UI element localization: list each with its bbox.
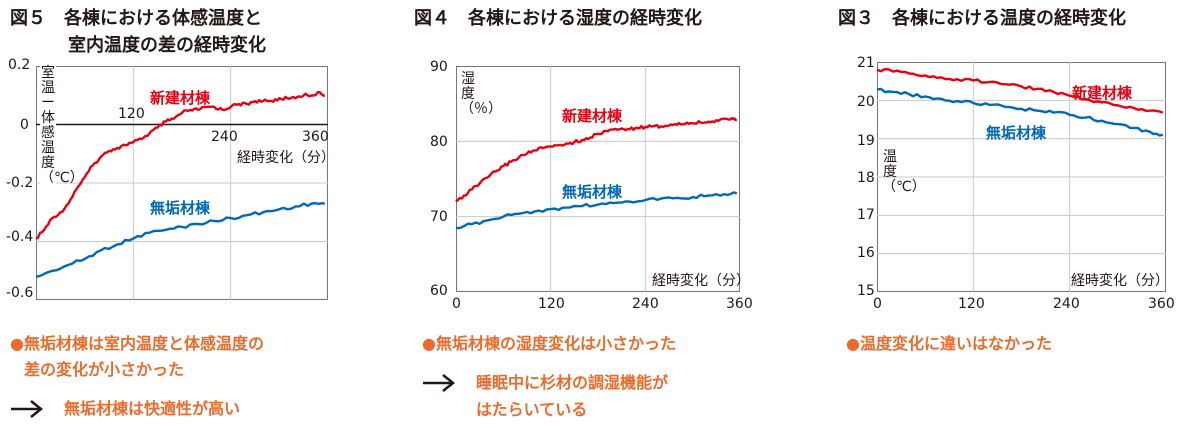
chart-4-x-axis-label: 経時変化（分） (652, 273, 750, 289)
chart-3-ytick-21: 21 (857, 55, 875, 71)
chart-4-note: ●無垢材棟の湿度変化は小さかった (422, 334, 676, 353)
chart-4-arrow-note-line2: はたらいている (476, 400, 588, 419)
chart-4-arrow-note-line1: 睡眠中に杉材の調湿機能が (476, 373, 669, 392)
chart-4-xtick-240: 240 (632, 296, 659, 312)
chart-4-series-label-solid: 無垢材棟 (562, 183, 623, 201)
chart-4-xtick-0: 0 (452, 296, 461, 312)
chart-5-ytick-2: -0.2 (6, 175, 34, 191)
chart-4-ytick-80: 80 (430, 134, 448, 150)
chart-3-xtick-360: 360 (1148, 296, 1175, 312)
chart-4-ytick-70: 70 (430, 209, 448, 225)
chart-5-series-label-new: 新建材棟 (150, 89, 211, 107)
chart-3-series-label-new: 新建材棟 (1072, 84, 1133, 102)
chart-5-series-new-material-line (35, 90, 326, 240)
chart-5-ytick-3: -0.4 (6, 229, 34, 245)
chart-4-arrow-icon (423, 374, 456, 392)
chart-4-title: 図４ 各棟における湿度の経時変化 (414, 8, 702, 29)
chart-3-y-axis-label: 温度（℃） (882, 149, 926, 195)
chart-4-ytick-90: 90 (430, 59, 448, 75)
chart-3-ytick-20: 20 (857, 94, 875, 110)
chart-5-ytick-1: 0 (20, 117, 29, 133)
chart-3-ytick-16: 16 (857, 245, 875, 261)
chart-3-ytick-17: 17 (857, 207, 875, 223)
chart-3-title: 図３ 各棟における温度の経時変化 (838, 8, 1126, 29)
chart-3-series-solid-wood-line (876, 87, 1164, 137)
chart-3-series-label-solid: 無垢材棟 (986, 124, 1047, 142)
chart-4-ytick-60: 60 (430, 283, 448, 299)
chart-3-xtick-0: 0 (873, 296, 882, 312)
chart-5-arrow-note: 無垢材棟は快適性が高い (64, 399, 241, 418)
chart-3-xtick-240: 240 (1053, 296, 1080, 312)
chart-4-xtick-120: 120 (538, 296, 565, 312)
chart-3-note: ●温度変化に違いはなかった (846, 334, 1052, 353)
chart-4-series-label-new: 新建材棟 (562, 107, 623, 125)
chart-5-arrow-icon (11, 400, 44, 418)
chart-3-xtick-120: 120 (958, 296, 985, 312)
chart-5-xtick-240: 240 (211, 129, 238, 145)
chart-5-title-line2: 室内温度の差の経時変化 (68, 35, 266, 56)
chart-5-note-line2: 差の変化が小さかった (24, 360, 185, 379)
chart-5-xtick-120: 120 (118, 106, 145, 122)
chart-5-x-axis-label: 経時変化（分） (237, 150, 335, 166)
chart-3-ytick-19: 19 (857, 133, 875, 149)
chart-5-xtick-360: 360 (302, 129, 329, 145)
chart-3-x-axis-label: 経時変化（分） (1071, 273, 1169, 289)
chart-4-series-new-material-line (455, 116, 737, 203)
chart-4-series-solid-wood-line (455, 191, 738, 230)
chart-5-note-line1: ●無垢材棟は室内温度と体感温度の (10, 334, 264, 353)
chart-3-series-new-material-line (876, 67, 1164, 114)
chart-5-series-solid-wood-line (35, 201, 325, 278)
chart-3-ytick-15: 15 (857, 283, 875, 299)
chart-5-ytick-4: -0.6 (6, 285, 34, 301)
chart-3-ytick-18: 18 (857, 170, 875, 186)
chart-4-plot-area (456, 66, 740, 292)
chart-4-xtick-360: 360 (726, 296, 753, 312)
chart-5-series-label-solid: 無垢材棟 (150, 199, 211, 217)
chart-5-ytick-0: 0.2 (8, 57, 31, 73)
chart-5-title-line1: 図５ 各棟における体感温度と (10, 8, 262, 29)
